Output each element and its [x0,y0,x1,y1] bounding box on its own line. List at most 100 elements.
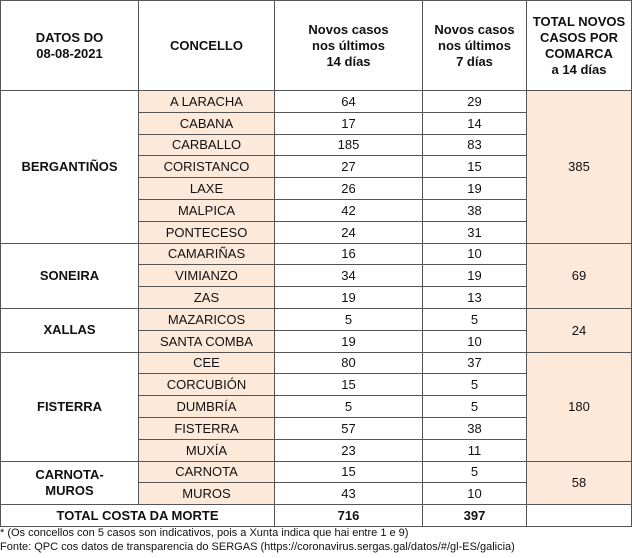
cases-14-days: 57 [274,416,423,440]
table-row: XALLAS MAZARICOS 5 5 24 [0,307,632,353]
cases-7-days: 5 [422,460,527,484]
cases-7-days: 19 [422,264,527,288]
cases-14-days: 185 [274,133,423,157]
cases-7-days: 38 [422,416,527,440]
concello-name: A LARACHA [138,90,275,113]
concello-name: PONTECESO [138,220,275,244]
header-concello: CONCELLO [138,0,275,91]
header-cases-7-days: Novos casos nos últimos 7 días [422,0,527,91]
concello-name: MAZARICOS [138,307,275,331]
cases-7-days: 37 [422,351,527,375]
cases-14-days: 15 [274,373,423,397]
total-comarca-empty [526,504,632,528]
header-cases-14-days: Novos casos nos últimos 14 días [274,0,423,91]
cases-7-days: 11 [422,438,527,462]
cases-14-days: 42 [274,198,423,222]
comarca-name: XALLAS [0,307,139,353]
concello-name: MUROS [138,482,275,506]
total-label: TOTAL COSTA DA MORTE [0,504,275,528]
header-date-text: DATOS DO 08-08-2021 [35,29,104,61]
concello-name: CAMARIÑAS [138,242,275,266]
concello-name: CABANA [138,111,275,135]
cases-7-days: 10 [422,329,527,353]
table-row: SONEIRA CAMARIÑAS 16 10 69 [0,242,632,309]
cases-7-days: 10 [422,242,527,266]
concello-name: ZAS [138,286,275,309]
total-row: TOTAL COSTA DA MORTE 716 397 [0,504,632,528]
footnote-indicative: * (Os concellos con 5 casos son indicati… [0,527,409,539]
comarca-name: BERGANTIÑOS [0,90,139,244]
cases-14-days: 80 [274,351,423,375]
table-row: ZAS 19 13 [1,286,632,309]
concello-name: CARBALLO [138,133,275,157]
cases-14-days: 27 [274,155,423,179]
cases-14-days: 24 [274,220,423,244]
cases-table-body: DATOS DO 08-08-2021 CONCELLO Novos casos n… [0,0,632,528]
comarca-total: 58 [526,460,632,506]
cases-14-days: 19 [274,286,423,309]
cases-7-days: 13 [422,286,527,309]
table-row: PONTECESO 24 31 [1,220,632,244]
concello-name: LAXE [138,177,275,200]
concello-name: SANTA COMBA [138,329,275,353]
comarca-total: 69 [526,242,632,309]
table-row: CARNOTA- MUROS CARNOTA 15 5 58 [0,460,632,506]
table-row: MALPICA 42 38 [1,198,632,222]
header-row: DATOS DO 08-08-2021 CONCELLO Novos casos n… [0,0,632,91]
cases-7-days: 15 [422,155,527,179]
cases-14-days: 23 [274,438,423,462]
table-row: CABANA 17 14 [1,111,632,135]
cases-7-days: 38 [422,198,527,222]
table-row: MUXÍA 23 11 [1,438,632,462]
comarca-name: SONEIRA [0,242,139,309]
cases-14-days: 26 [274,177,423,200]
comarca-total: 180 [526,351,632,462]
header-total-text: TOTAL NOVOS CASOS POR COMARCA a 14 días [532,13,626,77]
table-row: CORCUBIÓN 15 5 [1,373,632,397]
cases-7-days: 14 [422,111,527,135]
total-cases-7-days: 397 [422,504,527,528]
concello-name: CORISTANCO [138,155,275,179]
concello-name: CORCUBIÓN [138,373,275,397]
comarca-total: 385 [526,90,632,244]
table-row: SANTA COMBA 19 10 [1,329,632,353]
cases-7-days: 5 [422,395,527,418]
comarca-name-text: FISTERRA [37,398,102,414]
cases-7-days: 5 [422,307,527,331]
comarca-name-text: CARNOTA- MUROS [35,466,104,498]
cases-7-days: 31 [422,220,527,244]
cases-14-days: 34 [274,264,423,288]
table-row: MUROS 43 10 [1,482,632,506]
concello-name: MUXÍA [138,438,275,462]
header-concello-text: CONCELLO [170,37,243,53]
concello-name: MALPICA [138,198,275,222]
table-row: LAXE 26 19 [1,177,632,200]
cases-14-days: 15 [274,460,423,484]
cases-7-days: 5 [422,373,527,397]
concello-name: CARNOTA [138,460,275,484]
table-row: BERGANTIÑOS A LARACHA 64 29 385 [0,90,632,244]
table-row: FISTERRA 57 38 [1,416,632,440]
cases-14-days: 43 [274,482,423,506]
concello-name: CEE [138,351,275,375]
concello-name: FISTERRA [138,416,275,440]
table-row: CARBALLO 185 83 [1,133,632,157]
cases-14-days: 64 [274,90,423,113]
cases-14-days: 17 [274,111,423,135]
table-row: FISTERRA CEE 80 37 180 [0,351,632,462]
comarca-name-text: BERGANTIÑOS [21,158,118,174]
cases-14-days: 19 [274,329,423,353]
comarca-name: CARNOTA- MUROS [0,460,139,506]
table-row: VIMIANZO 34 19 [1,264,632,288]
comarca-name-text: XALLAS [43,322,96,338]
cases-14-days: 5 [274,307,423,331]
cases-7-days: 29 [422,90,527,113]
cases-14-days: 5 [274,395,423,418]
header-cases-7-text: Novos casos nos últimos 7 días [434,21,515,69]
concello-name: DUMBRÍA [138,395,275,418]
cases-7-days: 83 [422,133,527,157]
concello-name: VIMIANZO [138,264,275,288]
header-total-by-comarca: TOTAL NOVOS CASOS POR COMARCA a 14 días [526,0,632,91]
cases-14-days: 16 [274,242,423,266]
